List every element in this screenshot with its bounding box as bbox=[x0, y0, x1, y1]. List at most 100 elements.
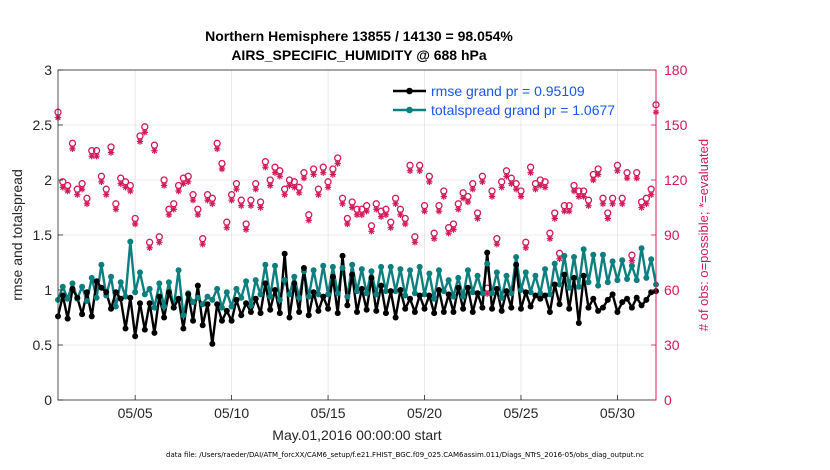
totalspread-point bbox=[272, 262, 279, 269]
evaluated-obs-point bbox=[474, 215, 481, 222]
totalspread-point bbox=[638, 245, 645, 252]
evaluated-obs-point bbox=[522, 244, 529, 252]
x-axis-label: May.01,2016 00:00:00 start bbox=[272, 427, 442, 443]
evaluated-obs-point bbox=[136, 138, 144, 145]
rmse-point bbox=[151, 329, 158, 336]
evaluated-obs-point bbox=[368, 228, 375, 235]
evaluated-obs-point bbox=[580, 193, 587, 200]
y2-tick-label: 90 bbox=[664, 227, 680, 243]
rmse-point bbox=[339, 252, 346, 259]
totalspread-point bbox=[411, 290, 418, 297]
totalspread-point bbox=[474, 272, 481, 279]
evaluated-obs-point bbox=[247, 202, 255, 209]
y2-axis-label: # of obs: o=possible; *=evaluated bbox=[696, 139, 711, 331]
rmse-point bbox=[599, 304, 606, 311]
evaluated-obs-point bbox=[305, 217, 312, 224]
rmse-point bbox=[170, 304, 177, 311]
chart-title: Northern Hemisphere 13855 / 14130 = 98.0… bbox=[205, 28, 513, 44]
evaluated-obs-point bbox=[421, 207, 428, 215]
rmse-point bbox=[165, 289, 172, 296]
evaluated-obs-point bbox=[233, 185, 240, 193]
evaluated-obs-point bbox=[479, 178, 486, 186]
evaluated-obs-point bbox=[411, 239, 419, 246]
totalspread-point bbox=[165, 279, 172, 286]
rmse-point bbox=[291, 280, 298, 287]
x-tick-label: 05/05 bbox=[118, 405, 153, 421]
totalspread-point bbox=[141, 291, 148, 298]
totalspread-point bbox=[228, 303, 235, 310]
evaluated-obs-point bbox=[295, 189, 303, 197]
rmse-point bbox=[402, 305, 409, 312]
totalspread-point bbox=[267, 293, 274, 300]
totalspread-point bbox=[595, 282, 602, 289]
rmse-point bbox=[551, 281, 558, 288]
rmse-point bbox=[310, 289, 317, 296]
rmse-point bbox=[93, 278, 100, 285]
rmse-point bbox=[329, 273, 336, 280]
totalspread-point bbox=[175, 267, 182, 274]
evaluated-obs-point bbox=[344, 220, 351, 228]
totalspread-point bbox=[571, 254, 578, 260]
evaluated-obs-point bbox=[647, 191, 655, 198]
totalspread-point bbox=[590, 251, 597, 258]
evaluated-obs-point bbox=[334, 160, 341, 167]
totalspread-point bbox=[161, 303, 168, 310]
rmse-point bbox=[262, 280, 269, 287]
rmse-point bbox=[469, 309, 476, 315]
rmse-point bbox=[112, 289, 119, 296]
totalspread-point bbox=[296, 294, 303, 301]
y2-tick-label: 150 bbox=[664, 117, 688, 133]
evaluated-obs-point bbox=[512, 185, 520, 193]
evaluated-obs-point bbox=[382, 211, 390, 219]
rmse-point bbox=[117, 295, 124, 302]
rmse-point bbox=[74, 294, 81, 301]
evaluated-obs-point bbox=[238, 202, 245, 209]
totalspread-point bbox=[460, 293, 467, 300]
evaluated-obs-point bbox=[93, 152, 100, 160]
totalspread-point bbox=[628, 262, 635, 269]
evaluated-obs-point bbox=[194, 211, 202, 219]
legend-rmse-label: rmse grand pr = 0.95109 bbox=[431, 83, 585, 99]
rmse-point bbox=[69, 285, 76, 292]
totalspread-point bbox=[64, 295, 71, 302]
totalspread-point bbox=[108, 273, 115, 280]
evaluated-obs-point bbox=[156, 239, 163, 246]
rmse-point bbox=[286, 314, 293, 321]
totalspread-point bbox=[204, 293, 211, 300]
rmse-point bbox=[609, 291, 616, 298]
rmse-point bbox=[604, 296, 611, 303]
rmse-point bbox=[272, 287, 279, 293]
rmse-point bbox=[243, 300, 250, 307]
evaluated-obs-point bbox=[223, 224, 230, 231]
rmse-point bbox=[435, 287, 442, 293]
totalspread-point bbox=[416, 263, 423, 270]
evaluated-obs-point bbox=[532, 185, 539, 193]
evaluated-obs-point bbox=[88, 152, 95, 160]
totalspread-point bbox=[464, 267, 471, 274]
evaluated-obs-point bbox=[160, 182, 168, 189]
totalspread-point bbox=[479, 290, 486, 297]
totalspread-point bbox=[402, 292, 409, 299]
rmse-point bbox=[445, 291, 452, 298]
totalspread-point bbox=[286, 291, 293, 298]
evaluated-obs-point bbox=[556, 255, 563, 263]
totalspread-point bbox=[527, 289, 534, 296]
rmse-point bbox=[132, 333, 139, 340]
y2-tick-label: 30 bbox=[664, 337, 680, 353]
rmse-point bbox=[281, 250, 288, 257]
data-file-footer: data file: /Users/raeder/DAI/ATM_forcXX/… bbox=[166, 451, 644, 459]
evaluated-obs-point bbox=[213, 145, 221, 153]
totalspread-point bbox=[122, 293, 129, 300]
totalspread-point bbox=[368, 268, 375, 275]
rmse-point bbox=[392, 314, 399, 321]
totalspread-point bbox=[450, 293, 457, 300]
totalspread-point bbox=[633, 277, 640, 284]
totalspread-point bbox=[305, 293, 312, 300]
evaluated-obs-point bbox=[281, 191, 288, 198]
rmse-point bbox=[358, 285, 365, 292]
legend-rmse-marker bbox=[406, 87, 413, 95]
evaluated-obs-point bbox=[310, 171, 317, 178]
rmse-point bbox=[108, 305, 115, 312]
evaluated-obs-point bbox=[498, 184, 505, 191]
rmse-point bbox=[460, 305, 467, 312]
